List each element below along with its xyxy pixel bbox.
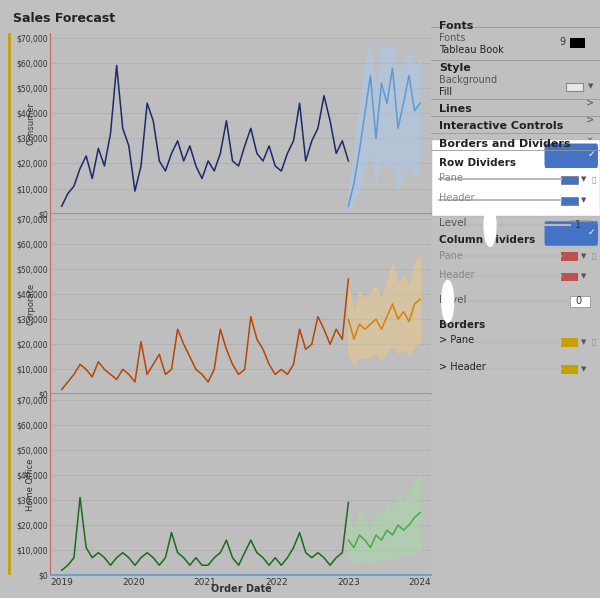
- Text: Row Dividers: Row Dividers: [439, 158, 516, 168]
- Text: > Pane: > Pane: [439, 335, 475, 345]
- FancyBboxPatch shape: [431, 139, 600, 216]
- FancyBboxPatch shape: [545, 144, 598, 168]
- Text: 9: 9: [559, 38, 566, 47]
- FancyBboxPatch shape: [561, 197, 578, 205]
- Text: Level: Level: [439, 295, 467, 305]
- Text: > Header: > Header: [439, 362, 486, 373]
- Text: Borders and Dividers: Borders and Dividers: [439, 139, 571, 149]
- Text: 0: 0: [575, 296, 581, 306]
- Text: ▼: ▼: [581, 339, 587, 345]
- FancyBboxPatch shape: [561, 338, 578, 347]
- Text: Order Date: Order Date: [211, 584, 271, 594]
- Text: ▼: ▼: [581, 176, 587, 182]
- Text: Header: Header: [439, 193, 475, 203]
- Text: ▼: ▼: [581, 366, 587, 372]
- Text: ▼: ▼: [581, 273, 587, 279]
- Text: ✓: ✓: [588, 228, 595, 237]
- Text: Borders: Borders: [439, 320, 485, 330]
- Text: 🔗: 🔗: [592, 338, 596, 346]
- Text: Pane: Pane: [439, 251, 463, 261]
- Text: ▼: ▼: [581, 197, 587, 203]
- Text: ▼: ▼: [588, 83, 593, 89]
- Text: Tableau Book: Tableau Book: [439, 45, 504, 56]
- FancyBboxPatch shape: [561, 365, 578, 374]
- FancyBboxPatch shape: [561, 273, 578, 281]
- Text: Home Office: Home Office: [26, 459, 35, 511]
- Text: Level: Level: [439, 218, 467, 228]
- Text: Style: Style: [439, 63, 471, 74]
- Text: Fill: Fill: [439, 87, 452, 97]
- Text: Header: Header: [439, 270, 475, 280]
- FancyBboxPatch shape: [569, 38, 585, 48]
- Text: Pane: Pane: [439, 173, 463, 184]
- Text: Consumer: Consumer: [26, 102, 35, 145]
- FancyBboxPatch shape: [561, 176, 578, 184]
- Text: Interactive Controls: Interactive Controls: [439, 121, 563, 132]
- Text: Fonts: Fonts: [439, 21, 473, 31]
- Circle shape: [484, 205, 496, 246]
- Text: ▼: ▼: [581, 253, 587, 259]
- Text: Column Dividers: Column Dividers: [439, 235, 536, 245]
- Text: 1: 1: [575, 220, 581, 230]
- Text: Fonts: Fonts: [439, 33, 466, 44]
- Circle shape: [442, 280, 454, 322]
- Text: Corporate: Corporate: [26, 283, 35, 325]
- FancyBboxPatch shape: [569, 220, 590, 231]
- Text: >: >: [586, 115, 595, 124]
- FancyBboxPatch shape: [566, 83, 583, 91]
- Text: 🔗: 🔗: [592, 252, 596, 260]
- FancyBboxPatch shape: [545, 221, 598, 246]
- Text: >: >: [586, 97, 595, 107]
- Text: ⌄: ⌄: [586, 132, 595, 142]
- Text: ✓: ✓: [588, 150, 595, 160]
- Text: Sales Forecast: Sales Forecast: [13, 11, 115, 25]
- Text: Background: Background: [439, 75, 497, 86]
- Text: 🔗: 🔗: [592, 176, 596, 183]
- Text: Lines: Lines: [439, 104, 472, 114]
- FancyBboxPatch shape: [569, 296, 590, 307]
- FancyBboxPatch shape: [561, 252, 578, 261]
